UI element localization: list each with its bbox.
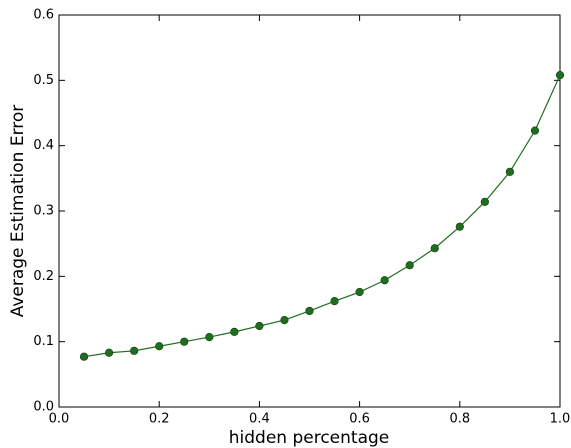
x-tick-label: 0.8 <box>449 412 470 427</box>
y-axis-label: Average Estimation Error <box>8 105 28 318</box>
data-point <box>155 342 164 351</box>
x-tick-label: 0.6 <box>349 412 370 427</box>
data-point <box>555 71 565 80</box>
data-point <box>79 352 89 361</box>
y-tick-label: 0.0 <box>33 400 54 415</box>
data-point <box>180 337 189 346</box>
data-point <box>130 346 139 355</box>
data-point <box>380 276 389 285</box>
y-tick-label: 0.3 <box>33 204 54 219</box>
data-point <box>255 321 264 331</box>
data-point <box>480 197 489 206</box>
x-tick-label: 0.4 <box>249 412 270 427</box>
data-point <box>280 316 289 325</box>
data-point <box>455 222 464 231</box>
data-point <box>505 167 515 176</box>
y-tick-label: 0.1 <box>33 334 54 349</box>
data-point <box>405 261 414 270</box>
data-point <box>330 297 339 306</box>
y-tick-label: 0.6 <box>33 8 54 23</box>
series-line <box>83 74 561 358</box>
data-point <box>530 126 540 135</box>
y-tick-label: 0.4 <box>33 138 54 153</box>
data-point <box>230 327 239 336</box>
data-point <box>355 287 364 297</box>
x-axis-label: hidden percentage <box>229 428 390 448</box>
x-tick-label: 1.0 <box>550 412 571 427</box>
x-tick-label: 0.2 <box>149 412 170 427</box>
data-point <box>305 306 314 316</box>
data-point <box>205 332 214 342</box>
y-tick-label: 0.5 <box>33 73 54 88</box>
x-tick-label: 0.0 <box>49 412 70 427</box>
data-point <box>104 348 114 357</box>
y-tick-label: 0.2 <box>33 269 54 284</box>
data-point <box>430 244 439 253</box>
